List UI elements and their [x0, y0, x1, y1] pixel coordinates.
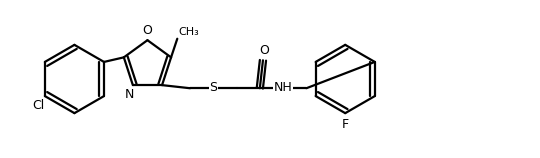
- Text: NH: NH: [274, 81, 293, 94]
- Text: S: S: [210, 81, 217, 94]
- Text: CH₃: CH₃: [179, 27, 200, 37]
- Text: O: O: [143, 24, 152, 37]
- Text: N: N: [125, 88, 134, 101]
- Text: Cl: Cl: [32, 99, 45, 112]
- Text: O: O: [260, 44, 269, 57]
- Text: F: F: [342, 118, 349, 131]
